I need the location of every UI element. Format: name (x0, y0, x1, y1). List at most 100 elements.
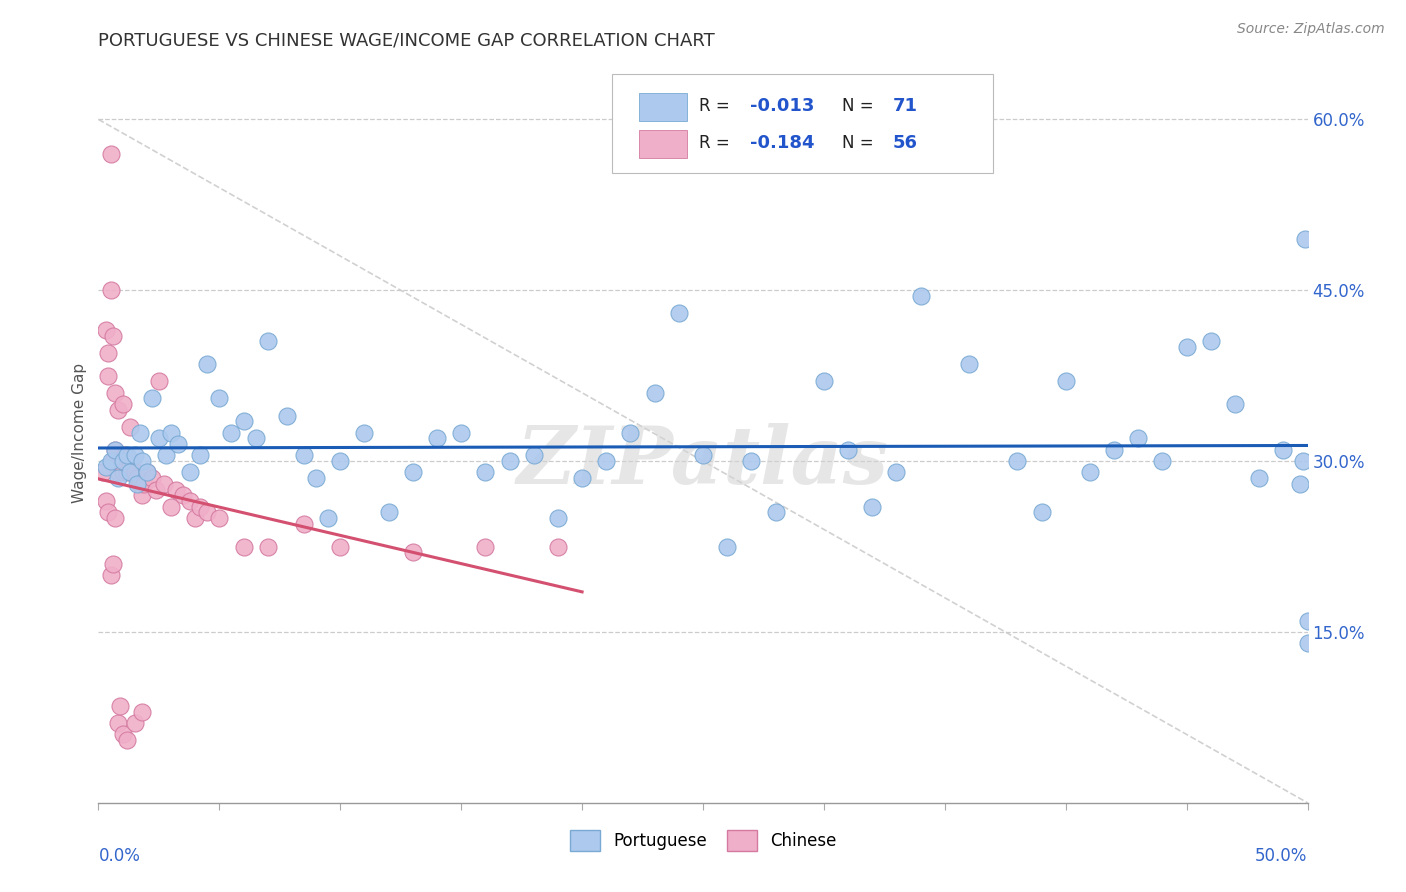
Point (121, 454, 143, 468)
Point (668, 306, 690, 320)
Point (292, 449, 315, 463)
Point (860, 500, 883, 514)
Point (100, 146, 122, 161)
Point (765, 505, 787, 519)
Point (1249, 471, 1271, 485)
Point (474, 540, 496, 554)
Point (245, 431, 267, 445)
Point (498, 454, 520, 468)
Point (195, 357, 218, 371)
Point (101, 557, 124, 571)
Point (256, 334, 278, 349)
Point (128, 425, 150, 440)
Point (644, 385, 666, 400)
Point (104, 511, 127, 525)
Point (276, 409, 298, 423)
Point (124, 716, 146, 731)
Point (167, 437, 190, 451)
Point (117, 466, 139, 480)
Point (910, 289, 932, 303)
Point (1128, 431, 1150, 445)
Point (118, 420, 141, 434)
Point (232, 414, 254, 428)
Point (692, 449, 714, 463)
Point (131, 488, 153, 502)
Point (188, 500, 211, 514)
Point (94, 459, 117, 474)
Point (886, 466, 908, 480)
Point (117, 733, 139, 747)
Text: R =: R = (699, 97, 735, 115)
Point (1292, 454, 1315, 468)
Point (619, 425, 641, 440)
Point (101, 328, 124, 343)
Point (111, 466, 134, 480)
Point (195, 505, 218, 519)
Point (94, 323, 117, 337)
Point (172, 488, 194, 502)
Point (1296, 614, 1319, 628)
Point (117, 449, 139, 463)
Point (837, 442, 859, 457)
Point (148, 375, 170, 389)
Point (1296, 636, 1319, 650)
Point (1199, 334, 1222, 349)
Text: 50.0%: 50.0% (1256, 847, 1308, 865)
Point (1272, 442, 1295, 457)
FancyBboxPatch shape (638, 93, 688, 121)
Point (100, 454, 122, 468)
Point (184, 511, 207, 525)
Point (107, 402, 129, 417)
Point (124, 449, 146, 463)
FancyBboxPatch shape (613, 73, 993, 173)
Point (1031, 505, 1053, 519)
Point (329, 454, 352, 468)
Point (131, 705, 153, 719)
Point (135, 466, 157, 480)
Point (127, 471, 149, 485)
Point (402, 466, 425, 480)
Point (108, 454, 131, 468)
Y-axis label: Wage/Income Gap: Wage/Income Gap (72, 362, 87, 503)
Point (128, 476, 150, 491)
Point (91, 466, 114, 480)
Legend: Portuguese, Chinese: Portuguese, Chinese (562, 823, 844, 857)
Point (740, 454, 762, 468)
Point (160, 425, 183, 440)
Point (329, 540, 352, 554)
Point (1102, 442, 1125, 457)
Text: 56: 56 (893, 134, 918, 153)
Point (97, 346, 120, 360)
Point (127, 476, 149, 491)
Point (108, 698, 131, 713)
Point (1223, 397, 1246, 411)
Point (155, 449, 177, 463)
Point (957, 357, 980, 371)
Point (1007, 454, 1029, 468)
Point (179, 494, 201, 508)
Point (1175, 340, 1198, 354)
Point (141, 471, 163, 485)
Point (426, 431, 449, 445)
Point (188, 449, 211, 463)
Point (165, 483, 187, 497)
Point (97, 368, 120, 383)
Point (1152, 454, 1174, 468)
Point (107, 471, 129, 485)
Text: Source: ZipAtlas.com: Source: ZipAtlas.com (1237, 22, 1385, 37)
Point (450, 425, 472, 440)
Point (474, 466, 496, 480)
Point (111, 397, 134, 411)
Point (134, 476, 156, 491)
Text: R =: R = (699, 134, 735, 153)
Point (135, 466, 157, 480)
Point (1294, 232, 1316, 246)
Point (1078, 466, 1101, 480)
Point (152, 476, 174, 491)
Point (716, 540, 738, 554)
Point (571, 471, 593, 485)
Text: ZIPatlas: ZIPatlas (517, 424, 889, 501)
Point (124, 466, 146, 480)
Point (523, 449, 546, 463)
Point (547, 511, 569, 525)
